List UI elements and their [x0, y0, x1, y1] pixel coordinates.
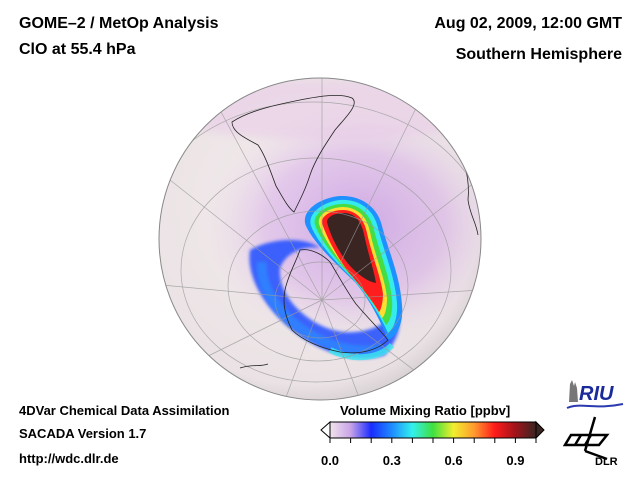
- colorbar-tick-label: 0.0: [320, 453, 340, 468]
- colorbar-extend-high: [535, 420, 545, 440]
- clo-cyan-band: [328, 342, 395, 361]
- dlr-logo-text: DLR: [595, 456, 618, 467]
- dlr-emblem-icon: [563, 416, 610, 461]
- colorbar-title: Volume Mixing Ratio [ppbv]: [340, 403, 511, 418]
- colorbar-gradient: [329, 421, 537, 439]
- footer-method: 4DVar Chemical Data Assimilation: [19, 403, 230, 418]
- upper-haze: [160, 80, 481, 140]
- globe-outline: [158, 77, 482, 401]
- footer-url[interactable]: http://wdc.dlr.de: [19, 451, 119, 466]
- map-region: Southern Hemisphere: [455, 46, 622, 63]
- footer-version: SACADA Version 1.7: [19, 426, 147, 441]
- riu-logo-text: RIU: [579, 383, 614, 405]
- coastline-south-america: [231, 94, 355, 213]
- riu-logo: RIU: [566, 380, 624, 409]
- clo-maximum-core: [327, 213, 376, 283]
- cathedral-icon: [569, 380, 578, 402]
- map-title: GOME–2 / MetOp Analysis: [19, 15, 219, 32]
- colorbar: [320, 420, 545, 443]
- coastline-antarctica: [283, 249, 389, 354]
- colorbar-tick-label: 0.9: [506, 453, 525, 468]
- colorbar-tick-label: 0.3: [382, 453, 401, 468]
- coastline-australia: [239, 363, 269, 369]
- river-icon: [566, 403, 624, 409]
- colorbar-extend-low: [320, 420, 331, 440]
- map-datetime: Aug 02, 2009, 12:00 GMT: [434, 15, 622, 32]
- clo-lightblue-band: [256, 261, 384, 356]
- dlr-logo: DLR: [563, 416, 618, 467]
- clo-blue-band: [249, 239, 400, 359]
- map-subtitle: ClO at 55.4 hPa: [19, 41, 136, 58]
- colorbar-tick-label: 0.6: [444, 453, 463, 468]
